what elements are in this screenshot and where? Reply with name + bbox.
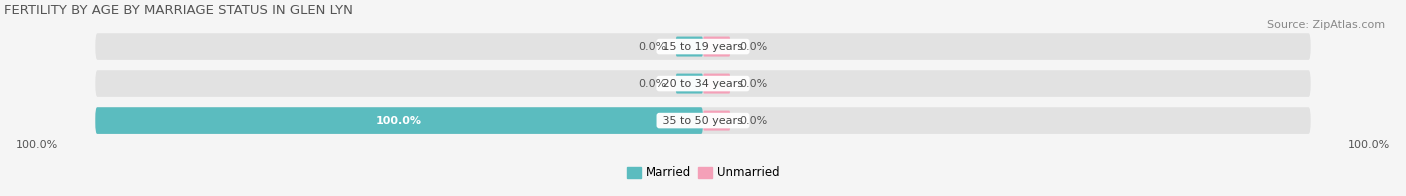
Text: 100.0%: 100.0% <box>377 116 422 126</box>
FancyBboxPatch shape <box>676 74 703 93</box>
Text: 0.0%: 0.0% <box>740 116 768 126</box>
FancyBboxPatch shape <box>96 33 1310 60</box>
Text: FERTILITY BY AGE BY MARRIAGE STATUS IN GLEN LYN: FERTILITY BY AGE BY MARRIAGE STATUS IN G… <box>4 4 353 17</box>
Text: 0.0%: 0.0% <box>740 79 768 89</box>
FancyBboxPatch shape <box>676 37 703 57</box>
Text: 0.0%: 0.0% <box>740 42 768 52</box>
FancyBboxPatch shape <box>96 70 1310 97</box>
Legend: Married, Unmarried: Married, Unmarried <box>621 162 785 184</box>
Text: 100.0%: 100.0% <box>17 140 59 150</box>
Text: 100.0%: 100.0% <box>1347 140 1389 150</box>
Text: Source: ZipAtlas.com: Source: ZipAtlas.com <box>1267 20 1385 30</box>
Text: 0.0%: 0.0% <box>638 42 666 52</box>
FancyBboxPatch shape <box>703 111 730 131</box>
Text: 35 to 50 years: 35 to 50 years <box>659 116 747 126</box>
FancyBboxPatch shape <box>703 37 730 57</box>
FancyBboxPatch shape <box>703 74 730 93</box>
Text: 20 to 34 years: 20 to 34 years <box>659 79 747 89</box>
Text: 15 to 19 years: 15 to 19 years <box>659 42 747 52</box>
FancyBboxPatch shape <box>96 107 1310 134</box>
Text: 0.0%: 0.0% <box>638 79 666 89</box>
FancyBboxPatch shape <box>96 107 703 134</box>
